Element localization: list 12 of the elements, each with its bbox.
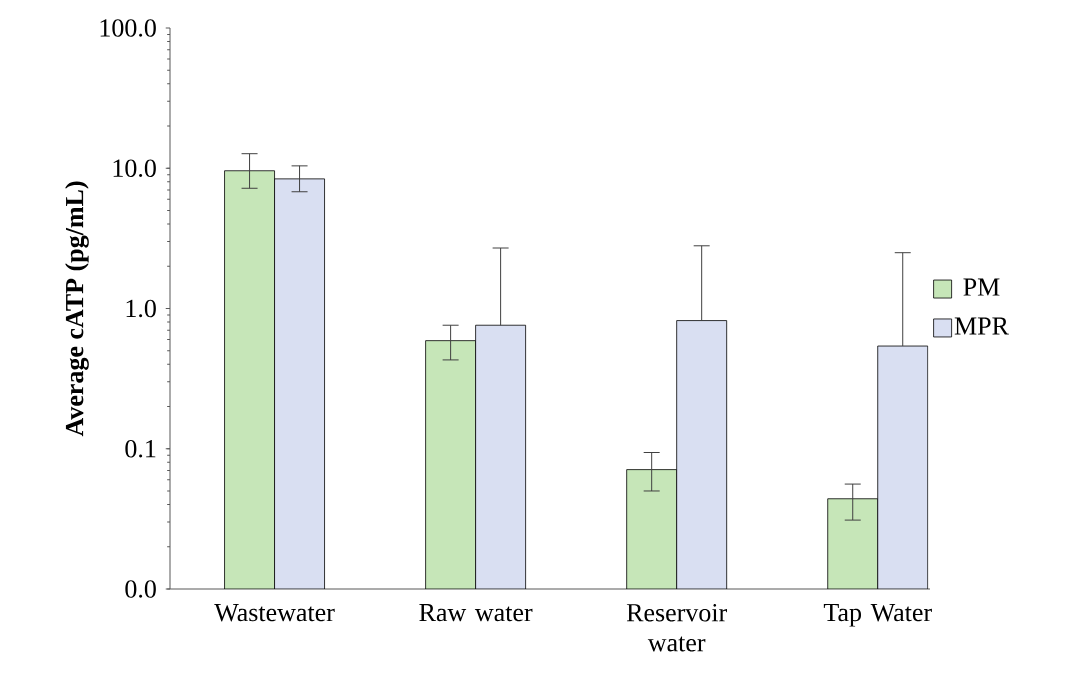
y-tick-label: 0.1 — [125, 439, 156, 458]
x-tick-label: Raw water — [419, 603, 533, 622]
y-tick-label: 0.0 — [125, 580, 156, 598]
legend-label: MPR — [954, 317, 1009, 335]
x-tick-label: Wastewater — [214, 603, 335, 622]
x-tick-label: Reservoir water — [626, 603, 727, 652]
y-axis-title: Average cATP (pg/mL) — [65, 181, 89, 437]
y-tick-label: 10.0 — [113, 159, 156, 178]
x-tick-label: Tap Water — [823, 603, 932, 627]
legend-label: PM — [963, 278, 1000, 296]
y-tick-label: 1.0 — [126, 299, 156, 318]
y-tick-label: 100.0 — [100, 19, 156, 37]
